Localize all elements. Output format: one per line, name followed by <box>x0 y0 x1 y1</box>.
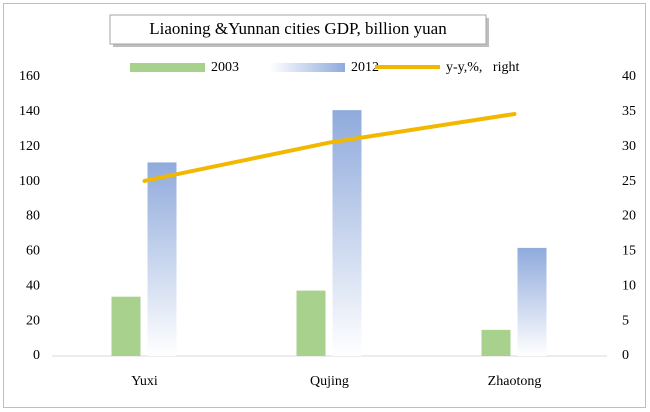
y-tick-label: 40 <box>26 278 40 293</box>
y2-tick-label: 0 <box>622 348 629 363</box>
bar <box>111 296 141 356</box>
y-tick-label: 0 <box>33 348 40 363</box>
y2-tick-label: 25 <box>622 174 636 189</box>
y2-tick-label: 30 <box>622 139 636 154</box>
y2-tick-label: 40 <box>622 69 636 84</box>
chart-title: Liaoning &Yunnan cities GDP, billion yua… <box>149 19 447 38</box>
legend-swatch <box>130 63 205 72</box>
y-tick-label: 80 <box>26 209 40 224</box>
x-tick-label: Qujing <box>310 374 349 389</box>
y-tick-label: 60 <box>26 244 40 259</box>
bar <box>332 110 362 356</box>
legend-swatch <box>270 63 345 72</box>
title-box <box>109 14 487 45</box>
bar <box>296 290 326 356</box>
bar <box>517 247 547 356</box>
y-tick-label: 100 <box>19 174 40 189</box>
y2-tick-label: 15 <box>622 244 636 259</box>
y-tick-label: 120 <box>19 139 40 154</box>
y-tick-label: 160 <box>19 69 40 84</box>
y2-tick-label: 10 <box>622 278 636 293</box>
y-tick-label: 20 <box>26 313 40 328</box>
legend-label: 2012 <box>351 60 379 75</box>
legend-label: 2003 <box>211 60 239 75</box>
y2-tick-label: 35 <box>622 104 636 119</box>
y-tick-label: 140 <box>19 104 40 119</box>
y2-tick-label: 20 <box>622 209 636 224</box>
legend-label: y-y,%, right <box>446 60 519 75</box>
x-tick-label: Yuxi <box>131 374 158 389</box>
bar <box>147 162 177 356</box>
line <box>142 111 517 183</box>
x-tick-label: Zhaotong <box>488 374 542 389</box>
bar <box>481 329 511 356</box>
y2-tick-label: 5 <box>622 313 629 328</box>
